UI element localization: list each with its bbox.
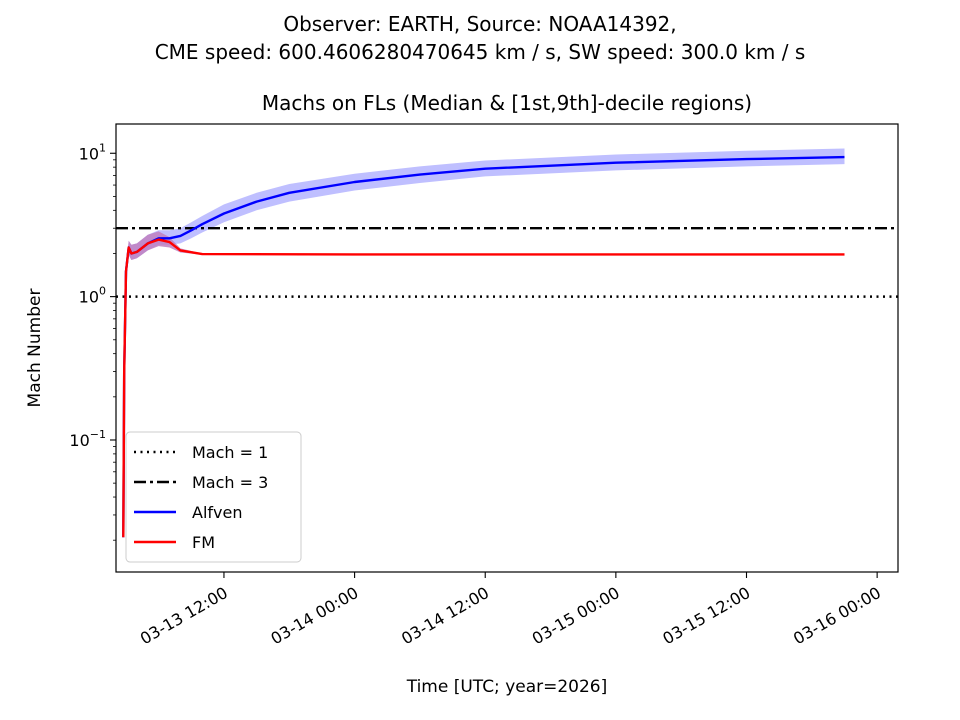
plot-area [116, 148, 898, 538]
x-tick-label: 03-15 00:00 [529, 583, 623, 648]
x-tick-label: 03-13 12:00 [137, 583, 231, 648]
legend-label: Mach = 1 [192, 443, 268, 462]
y-tick-label: 10−1 [69, 428, 106, 450]
legend-label: Mach = 3 [192, 473, 268, 492]
axes-frame [115, 123, 899, 573]
y-tick-label: 101 [79, 141, 106, 163]
axes-title: Machs on FLs (Median & [1st,9th]-decile … [262, 91, 752, 115]
series-line-fm [122, 238, 845, 538]
figure-title-line-2: CME speed: 600.4606280470645 km / s, SW … [154, 40, 806, 64]
y-tick-label: 100 [79, 285, 106, 307]
x-tick-label: 03-14 00:00 [267, 583, 361, 648]
y-axis-label: Mach Number [25, 289, 45, 408]
legend-label: Alfven [192, 503, 242, 522]
x-tick-label: 03-16 00:00 [790, 583, 884, 648]
legend: Mach = 1 Mach = 3 Alfven FM [125, 431, 302, 563]
x-tick-label: 03-14 12:00 [398, 583, 492, 648]
x-axis-label: Time [UTC; year=2026] [406, 677, 608, 697]
x-tick-label: 03-15 12:00 [659, 583, 753, 648]
legend-box [125, 431, 302, 563]
figure-title-line-1: Observer: EARTH, Source: NOAA14392, [283, 12, 677, 36]
legend-label: FM [192, 533, 215, 552]
